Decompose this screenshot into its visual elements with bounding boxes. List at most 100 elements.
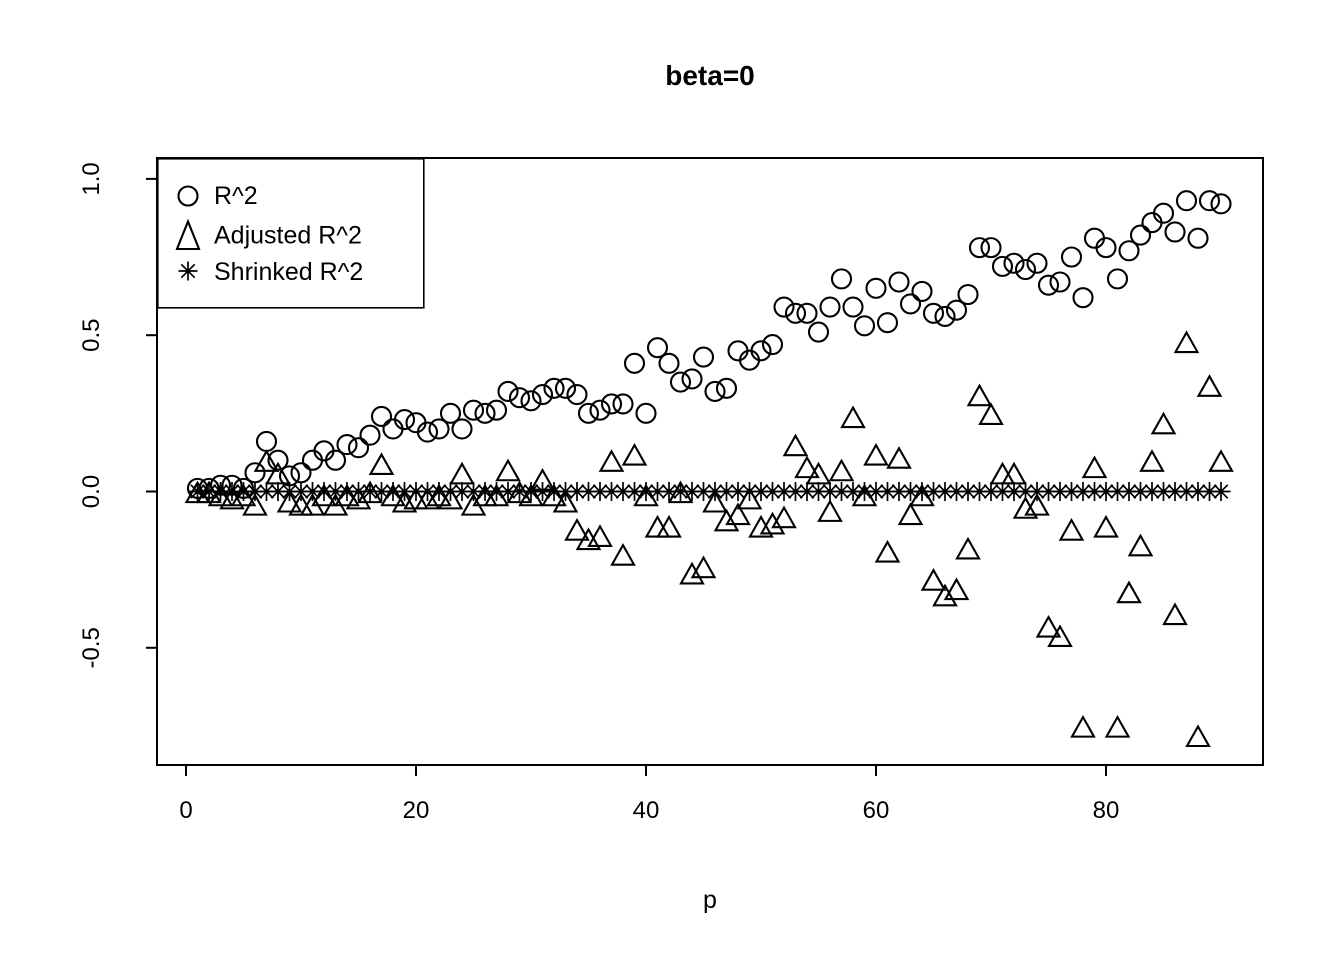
data-point bbox=[909, 483, 935, 507]
data-point bbox=[242, 492, 268, 516]
data-point bbox=[1162, 602, 1188, 626]
data-point bbox=[544, 482, 564, 501]
series-points-1 bbox=[184, 330, 1234, 748]
data-point bbox=[690, 555, 717, 579]
data-point bbox=[610, 543, 636, 566]
data-point bbox=[441, 482, 460, 501]
data-point bbox=[336, 434, 358, 456]
data-point bbox=[1085, 482, 1104, 501]
data-point bbox=[313, 440, 335, 462]
data-point bbox=[830, 268, 853, 290]
legend-label-shrinked-r2: Shrinked R^2 bbox=[214, 258, 363, 286]
data-point bbox=[1142, 482, 1162, 501]
data-point bbox=[1058, 518, 1085, 541]
data-point bbox=[393, 409, 416, 431]
data-point bbox=[1188, 482, 1208, 501]
data-point bbox=[1154, 482, 1173, 501]
data-point bbox=[531, 384, 554, 406]
data-point bbox=[1049, 271, 1071, 293]
data-point bbox=[426, 483, 452, 507]
data-point bbox=[842, 296, 864, 318]
data-point bbox=[989, 461, 1016, 485]
data-point bbox=[1187, 227, 1209, 249]
data-point bbox=[863, 442, 889, 466]
data-point bbox=[600, 393, 623, 415]
data-point bbox=[991, 255, 1014, 277]
data-point bbox=[782, 433, 809, 457]
x-axis-tick-label: 80 bbox=[1093, 797, 1120, 824]
data-point bbox=[656, 514, 682, 538]
data-point bbox=[738, 349, 761, 371]
data-point bbox=[820, 482, 840, 501]
data-point bbox=[1093, 514, 1119, 538]
data-point bbox=[334, 483, 360, 507]
data-point bbox=[429, 482, 449, 501]
data-point bbox=[669, 371, 692, 393]
data-point bbox=[920, 568, 947, 591]
data-point bbox=[1095, 237, 1117, 259]
data-point bbox=[897, 502, 924, 526]
data-point bbox=[372, 482, 391, 501]
data-point bbox=[1104, 714, 1131, 738]
data-point bbox=[751, 482, 771, 501]
data-point bbox=[966, 383, 993, 407]
data-point bbox=[625, 482, 644, 501]
data-point bbox=[280, 482, 299, 501]
legend-label-adjusted-r2: Adjusted R^2 bbox=[214, 222, 362, 250]
data-point bbox=[866, 482, 886, 501]
data-point bbox=[276, 489, 303, 513]
data-point bbox=[222, 482, 242, 501]
data-point bbox=[253, 449, 280, 472]
data-point bbox=[439, 402, 462, 424]
data-point bbox=[598, 449, 625, 472]
data-point bbox=[1200, 482, 1219, 501]
data-point bbox=[784, 302, 807, 324]
data-point bbox=[633, 483, 659, 507]
data-point bbox=[715, 377, 738, 399]
x-axis-tick-label: 60 bbox=[863, 797, 890, 824]
data-point bbox=[786, 482, 805, 501]
data-point bbox=[851, 483, 878, 507]
data-point bbox=[1096, 482, 1116, 501]
data-point bbox=[968, 237, 991, 259]
data-point bbox=[646, 337, 669, 359]
data-point bbox=[1196, 374, 1223, 397]
data-point bbox=[613, 482, 633, 501]
data-point bbox=[508, 387, 531, 409]
data-point bbox=[428, 418, 450, 440]
data-point bbox=[245, 482, 265, 501]
data-point bbox=[728, 482, 748, 501]
data-point bbox=[694, 482, 713, 501]
data-point bbox=[199, 482, 219, 501]
x-axis: 0 20 40 60 80 p bbox=[179, 765, 1119, 914]
data-point bbox=[932, 583, 958, 607]
data-point bbox=[326, 482, 345, 501]
data-point bbox=[495, 458, 521, 482]
data-point bbox=[935, 482, 955, 501]
data-point bbox=[957, 283, 979, 306]
data-point bbox=[1152, 202, 1175, 224]
data-point bbox=[602, 482, 621, 501]
data-point bbox=[268, 482, 288, 501]
data-point bbox=[679, 561, 705, 585]
data-point bbox=[1037, 274, 1060, 296]
data-point bbox=[899, 293, 922, 315]
data-point bbox=[958, 482, 978, 501]
data-point bbox=[483, 483, 510, 507]
data-point bbox=[234, 482, 253, 501]
data-point bbox=[886, 446, 912, 469]
data-point bbox=[1141, 212, 1163, 234]
data-point bbox=[761, 333, 784, 356]
data-point bbox=[681, 368, 703, 390]
data-point bbox=[658, 352, 680, 374]
data-point bbox=[207, 483, 234, 507]
data-point bbox=[405, 412, 427, 434]
data-point bbox=[1072, 287, 1094, 309]
legend-box bbox=[157, 158, 425, 309]
data-point bbox=[1108, 482, 1127, 501]
data-point bbox=[383, 482, 403, 501]
data-point bbox=[382, 418, 404, 440]
data-point bbox=[1198, 190, 1221, 212]
data-point bbox=[981, 482, 1001, 501]
data-point bbox=[1106, 268, 1129, 290]
